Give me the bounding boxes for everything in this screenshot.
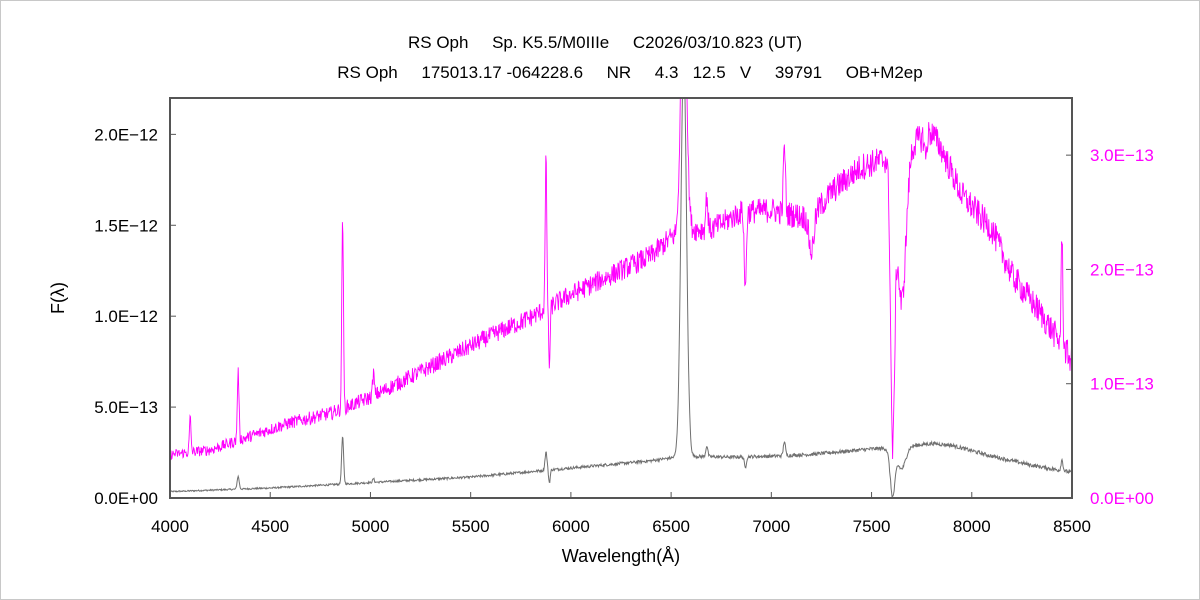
x-tick-label: 8500 — [1053, 517, 1091, 536]
y-axis-left: 0.0E+00 5.0E−13 1.0E−12 1.5E−12 2.0E−12 — [94, 125, 176, 508]
x-tick-label: 5000 — [352, 517, 390, 536]
chart-subtitle: RS Oph 175013.17 -064228.6 NR 4.3 12.5 V… — [337, 63, 922, 82]
x-tick-label: 4000 — [151, 517, 189, 536]
y-left-tick-label: 1.5E−12 — [94, 216, 158, 235]
x-axis-label: Wavelength(Å) — [562, 546, 680, 566]
plot-border — [169, 97, 1073, 499]
y-axis-right: 0.0E+00 1.0E−13 2.0E−13 3.0E−13 — [1066, 146, 1154, 508]
y-right-tick-label: 0.0E+00 — [1090, 489, 1154, 508]
y-right-tick-label: 2.0E−13 — [1090, 260, 1154, 279]
spectrum-line-gray — [170, 98, 1072, 498]
x-tick-label: 6500 — [652, 517, 690, 536]
chart-title: RS Oph Sp. K5.5/M0IIIe C2026/03/10.823 (… — [408, 33, 802, 52]
x-tick-label: 5500 — [452, 517, 490, 536]
y-right-tick-label: 3.0E−13 — [1090, 146, 1154, 165]
y-left-tick-label: 1.0E−12 — [94, 307, 158, 326]
x-axis: 4000 4500 5000 5500 6000 6500 7000 7500 8000 8500 — [151, 492, 1091, 536]
x-tick-label: 4500 — [251, 517, 289, 536]
y-left-tick-label: 2.0E−12 — [94, 125, 158, 144]
spectrum-line-magenta — [170, 98, 1072, 461]
x-tick-label: 6000 — [552, 517, 590, 536]
y-left-tick-label: 5.0E−13 — [94, 398, 158, 417]
x-tick-label: 8000 — [953, 517, 991, 536]
y-right-tick-label: 1.0E−13 — [1090, 375, 1154, 394]
x-tick-label: 7000 — [752, 517, 790, 536]
y-left-tick-label: 0.0E+00 — [94, 489, 158, 508]
y-axis-label: F(λ) — [48, 282, 68, 314]
plot-area — [170, 98, 1072, 498]
x-tick-label: 7500 — [853, 517, 891, 536]
